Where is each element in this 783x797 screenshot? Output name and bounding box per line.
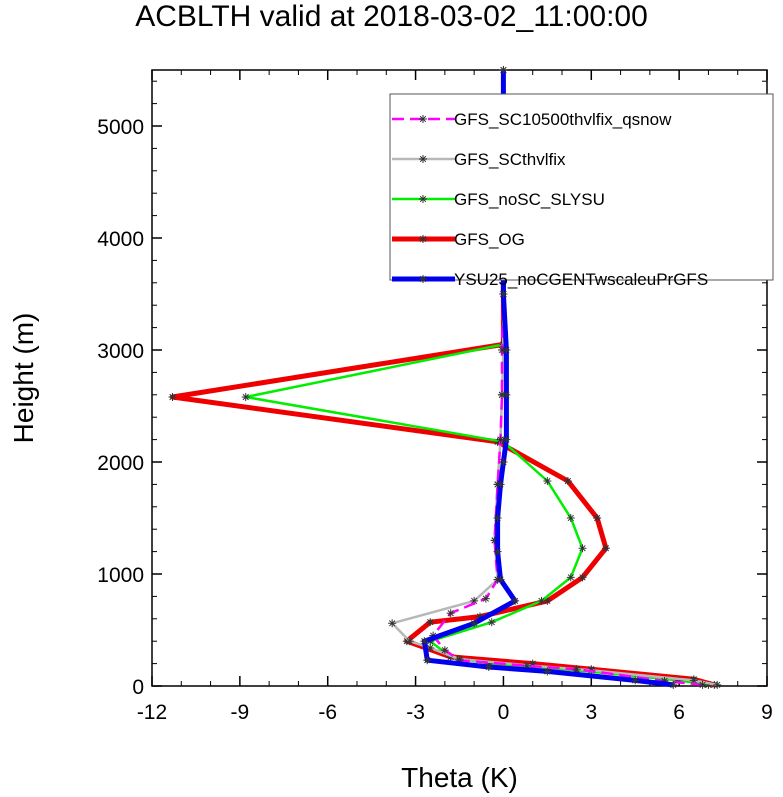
series-point (470, 619, 479, 628)
series-point (487, 618, 496, 627)
y-tick-label: 4000 (97, 228, 144, 251)
series-point (496, 575, 505, 584)
series-point (481, 594, 490, 603)
legend-label: GFS_OG (454, 230, 525, 249)
series-point (440, 646, 449, 655)
x-tick-label: 6 (673, 701, 685, 724)
legend-label: GFS_SCthvlfix (454, 150, 566, 169)
series-point (689, 676, 698, 685)
legend-marker (419, 195, 427, 203)
series-point (572, 665, 581, 674)
series-point (566, 514, 575, 522)
series-point (446, 609, 455, 618)
series-layer (168, 66, 722, 689)
legend-marker (419, 115, 427, 123)
series-point (168, 393, 177, 402)
series-point (484, 662, 493, 671)
x-tick-label: -6 (318, 701, 337, 724)
x-tick-label: 3 (585, 701, 597, 724)
plot-frame (151, 69, 768, 687)
legend-label: GFS_SC10500thvlfix_qsnow (454, 110, 672, 129)
chart-title: ACBLTH valid at 2018-03-02_11:00:00 (135, 0, 648, 33)
legend-box (389, 93, 774, 281)
series-point (502, 435, 511, 444)
legend-item: GFS_noSC_SLYSU (392, 190, 605, 209)
series-point (566, 573, 575, 582)
series-point (241, 393, 250, 402)
axes-layer: -12 -9 -6 -3 0 3 6 9 0 1000 2000 3000 4000 5000 (97, 69, 773, 724)
series-point (405, 637, 414, 646)
x-tick-label: 9 (761, 701, 773, 724)
series-point (631, 676, 640, 685)
x-tick-label: 0 (498, 701, 510, 724)
y-axis-title: Height (m) (8, 313, 39, 444)
series-point (578, 544, 587, 553)
series-point (496, 480, 505, 489)
legend-item: YSU25_noCGENTwscaleuPrGFS (392, 270, 708, 289)
series-point (502, 346, 511, 354)
series-point (698, 680, 707, 689)
y-tick-label: 1000 (97, 564, 144, 587)
x-tick-label: -3 (406, 701, 425, 724)
series-point (499, 66, 508, 74)
series-point (543, 477, 552, 486)
legend-label: YSU25_noCGENTwscaleuPrGFS (454, 270, 708, 289)
series-point (593, 514, 602, 522)
x-tick-label: -12 (137, 701, 167, 724)
series-point (511, 596, 520, 605)
series-point (578, 573, 587, 582)
legend: GFS_SC10500thvlfix_qsnow GFS_SCthvlfix GFS… (389, 93, 774, 289)
y-tick-label: 5000 (97, 116, 144, 139)
x-tick-label: -9 (231, 701, 250, 724)
legend-marker (419, 155, 427, 163)
series-point (420, 637, 429, 646)
series-point (426, 643, 435, 652)
legend-label: GFS_noSC_SLYSU (454, 190, 605, 209)
legend-item: GFS_OG (392, 230, 525, 249)
y-tick-label: 0 (132, 676, 144, 699)
series-point (499, 290, 508, 298)
series-point (499, 458, 508, 466)
y-tick-label: 3000 (97, 340, 144, 363)
legend-marker (419, 275, 427, 283)
legend-item: GFS_SC10500thvlfix_qsnow (392, 110, 672, 129)
series-point (493, 514, 502, 522)
series-point (601, 544, 610, 553)
x-axis-title: Theta (K) (401, 762, 518, 793)
series-point (426, 618, 435, 627)
legend-marker (419, 235, 427, 243)
series-point (537, 596, 546, 605)
series-point (496, 435, 505, 444)
series-point (470, 596, 479, 605)
series-point (423, 656, 432, 665)
y-tick-label: 2000 (97, 452, 144, 475)
series-point (493, 547, 502, 556)
series-point (502, 390, 511, 399)
series-point (713, 680, 722, 689)
series-point (669, 680, 678, 689)
series-point (388, 619, 397, 628)
legend-item: GFS_SCthvlfix (392, 150, 566, 169)
series-point (563, 477, 572, 486)
series-point (543, 667, 552, 676)
